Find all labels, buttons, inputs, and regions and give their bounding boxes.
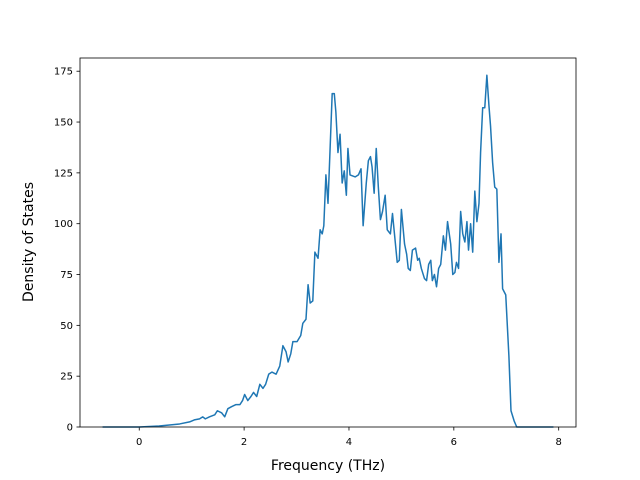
x-tick-label: 8 (556, 437, 562, 448)
x-tick-label: 4 (346, 437, 352, 448)
x-tick-label: 2 (241, 437, 247, 448)
y-tick-label: 175 (54, 67, 73, 78)
y-tick-label: 50 (60, 321, 73, 332)
y-tick-label: 100 (54, 219, 73, 230)
series-line (102, 74, 554, 428)
plot-frame (79, 57, 577, 428)
y-tick-label: 75 (60, 270, 73, 281)
x-tick-label: 0 (136, 437, 142, 448)
y-tick-label: 125 (54, 168, 73, 179)
y-axis-label: Density of States (21, 182, 37, 302)
y-tick-label: 0 (67, 423, 73, 434)
x-axis-label: Frequency (THz) (271, 458, 385, 474)
x-tick-label: 6 (451, 437, 457, 448)
y-tick-label: 150 (54, 118, 73, 129)
y-tick-label: 25 (60, 372, 73, 383)
